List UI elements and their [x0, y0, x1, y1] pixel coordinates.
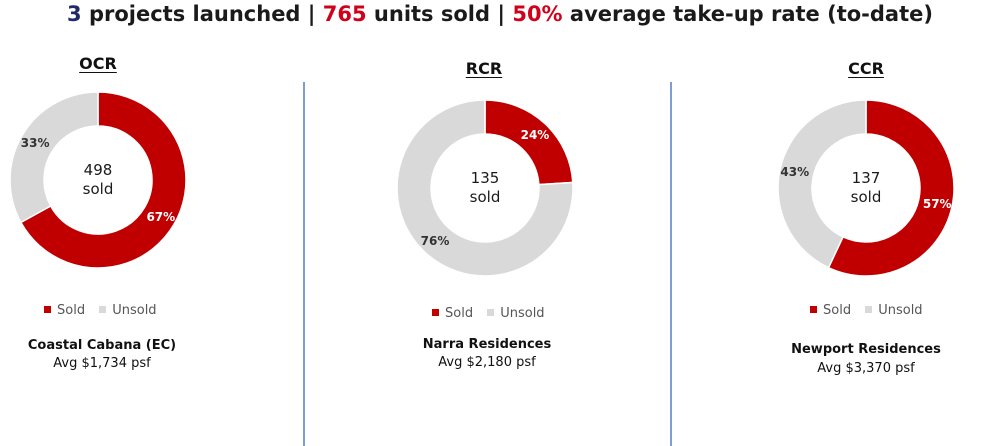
data-label-unsold: 43% — [780, 165, 809, 179]
data-label-unsold: 33% — [21, 136, 50, 150]
legend-unsold-label: Unsold — [878, 303, 923, 318]
chart-legend: Sold Unsold — [432, 306, 555, 321]
project-price: Avg $2,180 psf — [438, 355, 536, 370]
data-label-sold: 67% — [146, 210, 175, 224]
chart-title: RCR — [465, 59, 503, 78]
rate-value: 50% — [512, 2, 563, 26]
project-price: Avg $1,734 psf — [53, 356, 151, 371]
rate-text: average take-up rate (to-date) — [562, 2, 933, 26]
chart-title: OCR — [79, 54, 117, 73]
legend-unsold-swatch — [865, 306, 873, 313]
project-price: Avg $3,370 psf — [817, 361, 915, 376]
data-label-sold: 24% — [521, 128, 550, 142]
headline: 3 projects launched | 765 units sold | 5… — [0, 2, 1000, 26]
projects-text: projects launched | — [81, 2, 323, 26]
projects-count: 3 — [67, 2, 82, 26]
legend-sold-label: Sold — [57, 303, 86, 318]
legend-sold-swatch — [810, 306, 817, 313]
slice-unsold — [777, 99, 867, 269]
data-label-sold: 57% — [923, 197, 952, 211]
center-count: 135 — [471, 169, 500, 187]
chart-legend: Sold Unsold — [810, 303, 933, 318]
legend-sold-label: Sold — [823, 303, 852, 318]
legend-unsold-label: Unsold — [500, 306, 545, 321]
project-name: Coastal Cabana (EC) — [27, 338, 177, 353]
legend-unsold-swatch — [487, 309, 495, 316]
slice-unsold — [396, 99, 574, 277]
center-unit: sold — [470, 188, 501, 206]
project-name: Newport Residences — [791, 342, 941, 357]
chart-legend: Sold Unsold — [44, 303, 167, 318]
units-text: units sold | — [366, 2, 513, 26]
data-label-unsold: 76% — [421, 234, 450, 248]
units-count: 765 — [322, 2, 367, 26]
legend-sold-label: Sold — [445, 306, 474, 321]
center-unit: sold — [83, 180, 114, 198]
divider-right — [670, 82, 672, 446]
divider-left — [303, 82, 305, 446]
legend-unsold-label: Unsold — [112, 303, 157, 318]
slice-sold — [827, 99, 955, 277]
chart-title: CCR — [848, 59, 884, 78]
center-count: 137 — [852, 169, 881, 187]
legend-unsold-swatch — [99, 306, 107, 313]
center-unit: sold — [851, 188, 882, 206]
project-name: Narra Residences — [422, 337, 552, 352]
center-count: 498 — [84, 161, 113, 179]
legend-sold-swatch — [432, 309, 439, 316]
slice-unsold — [9, 91, 99, 224]
legend-sold-swatch — [44, 306, 51, 313]
slice-sold — [19, 91, 187, 269]
